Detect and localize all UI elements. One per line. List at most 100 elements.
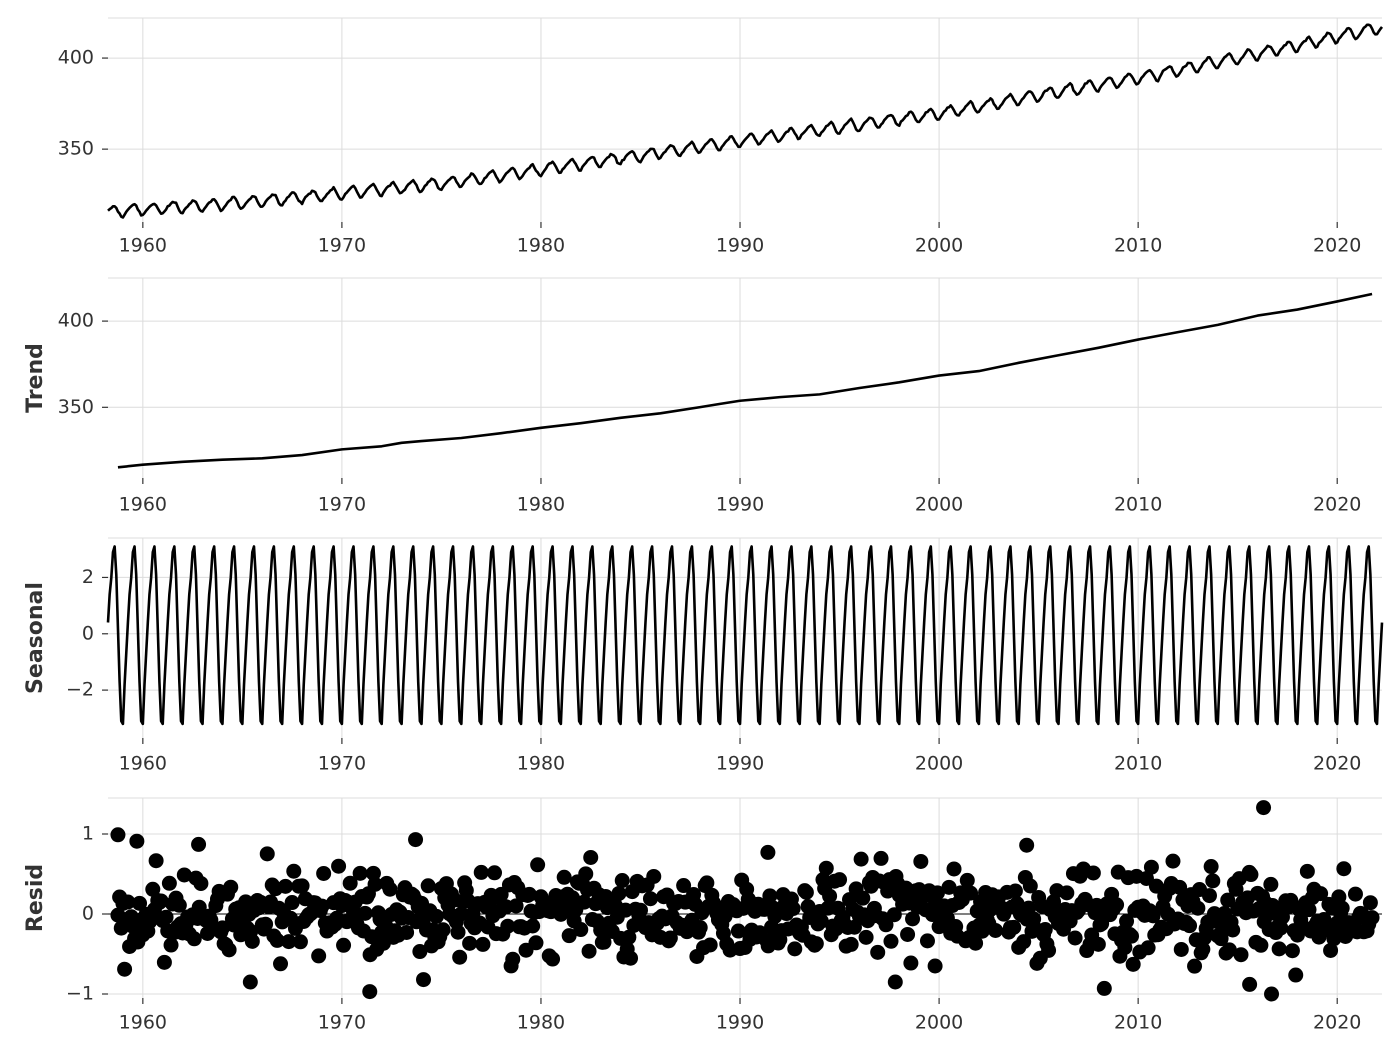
residual-point [1140, 940, 1156, 956]
residual-point [273, 956, 289, 972]
residual-point [611, 885, 627, 901]
residual-point [1203, 859, 1219, 875]
x-tick-label: 1960 [119, 1012, 167, 1034]
residual-point [1233, 947, 1249, 963]
residual-point [886, 907, 902, 923]
x-tick-label: 2020 [1313, 753, 1361, 775]
x-tick-label: 1970 [318, 494, 366, 516]
residual-point [545, 951, 561, 967]
x-tick-label: 2000 [915, 235, 963, 257]
residual-point [1148, 878, 1164, 894]
residual-point [1145, 908, 1161, 924]
residual-point [632, 902, 648, 918]
x-tick-label: 2000 [915, 753, 963, 775]
residual-point [858, 929, 874, 945]
residual-point [692, 920, 708, 936]
x-tick-label: 2000 [915, 494, 963, 516]
residual-point [435, 922, 451, 938]
residual-point [1220, 892, 1236, 908]
residual-point [408, 832, 424, 848]
residual-point [1016, 934, 1032, 950]
residual-point [1264, 986, 1280, 1002]
panel-trend: 1960 1970 1980 1990 2000 2010 2020 350 400 Trend [23, 277, 1382, 516]
residual-point [927, 958, 943, 974]
x-tick-label: 1990 [716, 494, 764, 516]
residual-point [286, 863, 302, 879]
residual-point [258, 916, 274, 932]
series-line [117, 292, 1373, 469]
residual-point [919, 933, 935, 949]
x-tick-label: 1970 [318, 235, 366, 257]
y-tick-label: −2 [66, 679, 94, 701]
residual-point [913, 853, 929, 869]
residual-point [1173, 941, 1189, 957]
residual-point [730, 923, 746, 939]
residual-point [1172, 879, 1188, 895]
x-tick-label: 2020 [1313, 235, 1361, 257]
residual-point [1263, 876, 1279, 892]
residual-point [158, 909, 174, 925]
residual-point [662, 930, 678, 946]
residual-point [132, 895, 148, 911]
residual-point [959, 872, 975, 888]
residual-point [505, 951, 521, 967]
residual-point [1119, 913, 1135, 929]
residual-point [294, 878, 310, 894]
residual-point [621, 929, 637, 945]
residual-point [367, 876, 383, 892]
residual-point [316, 865, 332, 881]
residual-point [148, 853, 164, 869]
residual-point [191, 836, 207, 852]
residual-point [399, 924, 415, 940]
residual-point [573, 922, 589, 938]
x-tick-label: 1960 [119, 235, 167, 257]
residual-point [453, 906, 469, 922]
residual-point [1347, 886, 1363, 902]
residual-point [1007, 883, 1023, 899]
residual-point [623, 950, 639, 966]
residual-point [171, 897, 187, 913]
grid [108, 17, 1382, 222]
y-tick-label: 0 [82, 903, 94, 925]
residual-point [1096, 980, 1112, 996]
x-tick-label: 1980 [517, 494, 565, 516]
series-line [107, 23, 1384, 219]
residual-point [576, 894, 592, 910]
residual-point [578, 866, 594, 882]
residual-point [487, 865, 503, 881]
x-tick-label: 1960 [119, 753, 167, 775]
residual-point [808, 936, 824, 952]
residual-point [462, 935, 478, 951]
residual-point [176, 867, 192, 883]
residual-point [762, 888, 778, 904]
residual-point [528, 935, 544, 951]
residual-point [1125, 956, 1141, 972]
residual-point [1190, 900, 1206, 916]
residual-point [242, 974, 258, 990]
residual-point [153, 893, 169, 909]
x-tick-label: 2010 [1114, 1012, 1162, 1034]
residual-point [244, 933, 260, 949]
residual-point [357, 905, 373, 921]
x-tick-label: 2020 [1313, 1012, 1361, 1034]
x-tick-label: 1980 [517, 753, 565, 775]
residual-point [900, 926, 916, 942]
residual-point [1059, 885, 1075, 901]
panel-observed: 1960 1970 1980 1990 2000 2010 2020 350 400 [58, 17, 1384, 257]
residual-point [1022, 878, 1038, 894]
residual-point [161, 875, 177, 891]
residual-point [214, 920, 230, 936]
x-tick-label: 2000 [915, 1012, 963, 1034]
x-tick-label: 1990 [716, 1012, 764, 1034]
residual-point [1041, 942, 1057, 958]
x-tick-label: 1970 [318, 753, 366, 775]
residual-point [870, 944, 886, 960]
residual-point [1336, 861, 1352, 877]
residual-point [473, 864, 489, 880]
residual-point [508, 898, 524, 914]
residual-point [1117, 939, 1133, 955]
residual-point [314, 898, 330, 914]
residual-point [1334, 900, 1350, 916]
residual-point [1109, 897, 1125, 913]
